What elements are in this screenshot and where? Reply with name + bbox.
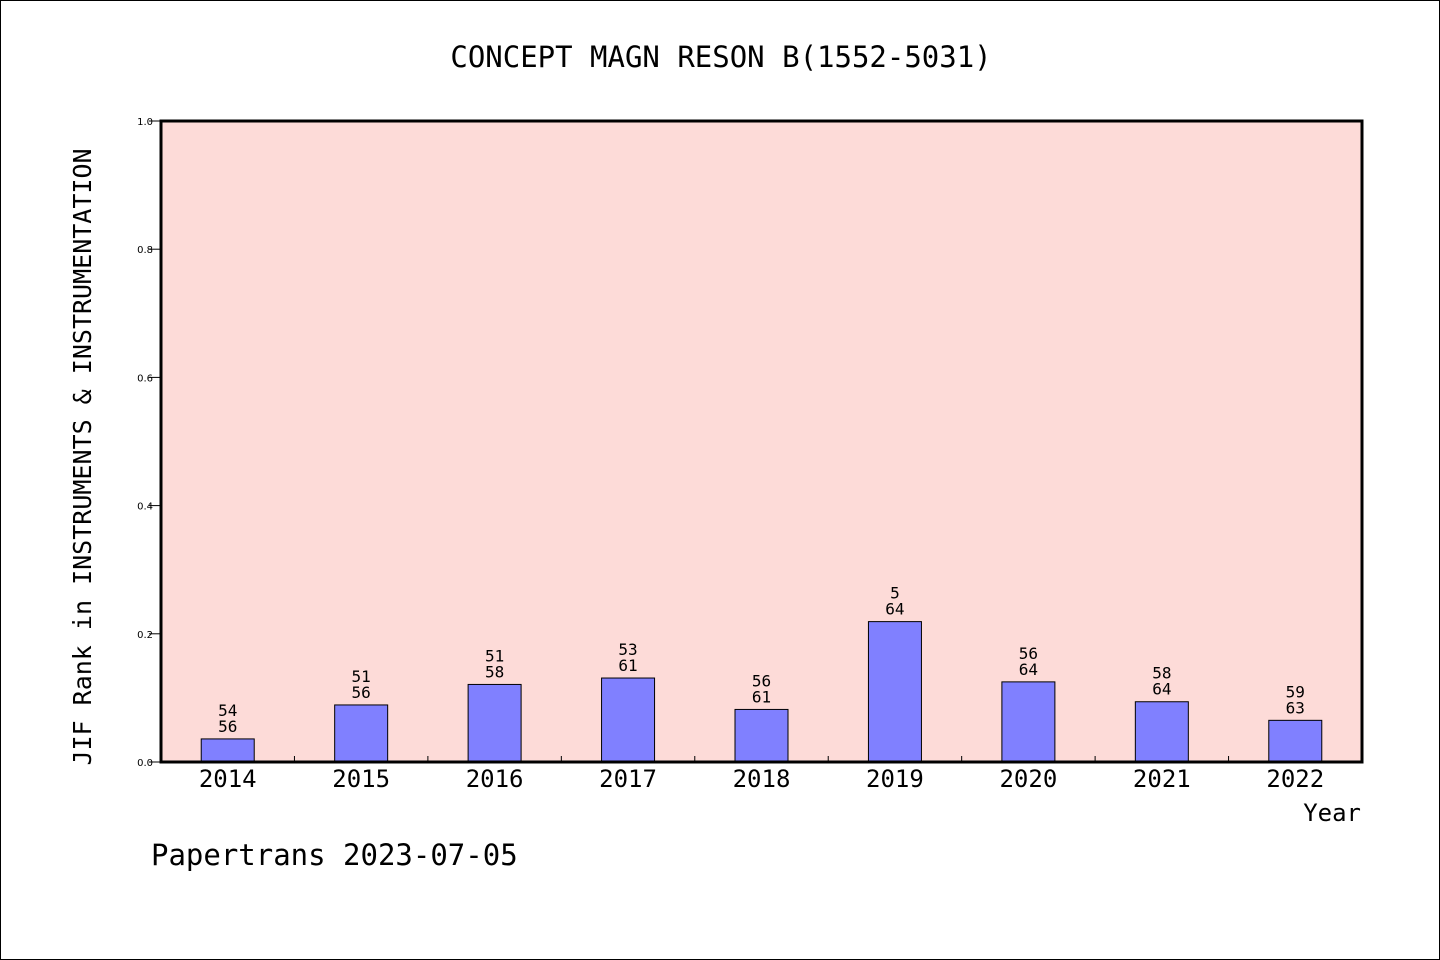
x-tick-label: 2022 — [1266, 765, 1324, 793]
bar-rank-label: 54 — [218, 701, 237, 720]
y-tick-label: 0.0 — [137, 758, 153, 769]
x-tick-label: 2017 — [599, 765, 657, 793]
bar-rank-label: 51 — [352, 667, 371, 686]
bar-total-label: 63 — [1286, 698, 1305, 717]
x-tick-label: 2014 — [199, 765, 257, 793]
bar-rank-label: 56 — [1019, 644, 1038, 663]
y-tick-label: 0.6 — [137, 373, 153, 384]
bar-2016 — [467, 683, 522, 763]
bar-total-label: 64 — [1019, 660, 1038, 679]
bar-rank-label: 51 — [485, 646, 504, 665]
bar-total-label: 56 — [352, 683, 371, 702]
bar-total-label: 56 — [218, 717, 237, 736]
chart-title: CONCEPT MAGN RESON B(1552-5031) — [450, 40, 991, 74]
y-axis-label: JIF Rank in INSTRUMENTS & INSTRUMENTATIO… — [68, 148, 97, 765]
x-axis-label: Year — [1303, 799, 1361, 827]
y-tick-label: 0.2 — [137, 630, 153, 641]
bar-rank-label: 59 — [1286, 682, 1305, 701]
bars — [200, 621, 1323, 763]
x-tick-label: 2019 — [866, 765, 924, 793]
bar-rank-label: 58 — [1152, 664, 1171, 683]
y-tick-label: 1.0 — [137, 117, 153, 128]
bar-2022 — [1268, 719, 1323, 763]
plot-frame — [159, 119, 1364, 764]
x-tick-label: 2018 — [733, 765, 791, 793]
x-tick-label: 2015 — [332, 765, 390, 793]
bar-rank-label: 5 — [890, 584, 900, 603]
bar-2015 — [334, 704, 389, 763]
bar-rank-label: 53 — [618, 640, 637, 659]
plot-area — [161, 121, 1362, 762]
bar-2014 — [200, 738, 255, 763]
x-tick-label: 2021 — [1133, 765, 1191, 793]
bar-total-label: 58 — [485, 662, 504, 681]
bar-total-label: 61 — [618, 656, 637, 675]
x-axis-ticks: 2014 2015 2016 2017 2018 2019 2020 2021 2022 — [199, 756, 1324, 793]
bar-2019 — [867, 621, 922, 763]
y-tick-label: 0.8 — [137, 245, 153, 256]
x-tick-label: 2020 — [999, 765, 1057, 793]
bar-total-label: 61 — [752, 687, 771, 706]
bar-2020 — [1001, 681, 1056, 763]
x-tick-label: 2016 — [466, 765, 524, 793]
bar-rank-label: 56 — [752, 671, 771, 690]
y-tick-label: 0.4 — [137, 502, 153, 513]
bar-total-label: 64 — [1152, 680, 1171, 699]
bar-2021 — [1134, 701, 1189, 763]
bar-2017 — [601, 677, 656, 763]
footer-watermark: Papertrans 2023-07-05 — [151, 838, 518, 872]
bar-2018 — [734, 708, 789, 763]
y-axis-ticks: 0.0 0.2 0.4 0.6 0.8 1.0 — [137, 117, 161, 769]
bar-total-label: 64 — [885, 600, 904, 619]
